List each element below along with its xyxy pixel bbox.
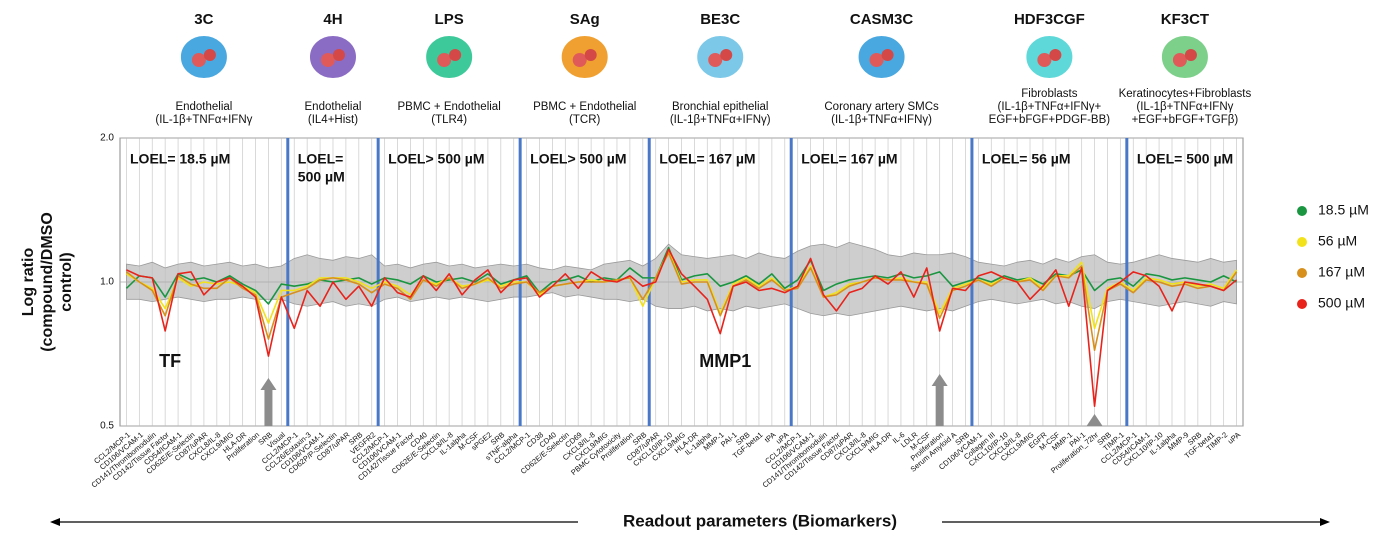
panel-description: (TCR) [569, 114, 600, 126]
icon-cell [1049, 49, 1061, 61]
panel-title: SAg [570, 11, 600, 28]
loel-label: LOEL= 18.5 µM [130, 151, 230, 167]
y-axis-label-line: Log ratio [20, 248, 37, 317]
icon-cell [708, 53, 722, 67]
legend-marker [1297, 237, 1307, 247]
icon-cell [1185, 49, 1197, 61]
panel-description: (TLR4) [431, 114, 467, 126]
y-axis-label-line: control) [58, 252, 75, 312]
icon-cell [192, 53, 206, 67]
loel-label: LOEL> 500 µM [530, 151, 626, 167]
loel-label: LOEL> 500 µM [388, 151, 484, 167]
loel-label: LOEL= 167 µM [659, 151, 755, 167]
pointer-arrow [936, 386, 944, 426]
arrow-head [1320, 518, 1330, 526]
panel-description: Keratinocytes+Fibroblasts [1119, 88, 1252, 100]
loel-label: LOEL= 167 µM [801, 151, 897, 167]
panel-title: KF3CT [1161, 11, 1209, 28]
panel-description: (IL-1β+TNFα+IFNγ [155, 114, 252, 126]
panel-description: PBMC + Endothelial [398, 101, 501, 113]
icon-cell [204, 49, 216, 61]
panel-description: (IL-1β+TNFα+IFNγ) [831, 114, 932, 126]
icon-cell [882, 49, 894, 61]
legend-marker [1297, 206, 1307, 216]
legend-marker [1297, 299, 1307, 309]
pointer-arrow [264, 390, 272, 426]
icon-cell [573, 53, 587, 67]
panel-description: EGF+bFGF+PDGF-BB) [989, 114, 1111, 126]
loel-label: LOEL= 500 µM [1137, 151, 1233, 167]
y-axis-label-line: (compound/DMSO [39, 212, 56, 352]
annotation: MMP1 [699, 351, 751, 371]
panel-title: HDF3CGF [1014, 11, 1085, 28]
panel-description: (IL-1β+TNFα+IFNγ [1136, 101, 1233, 113]
arrow-head [50, 518, 60, 526]
legend-marker [1297, 268, 1307, 278]
legend-label: 18.5 µM [1318, 202, 1369, 218]
legend-label: 167 µM [1318, 264, 1365, 280]
loel-label: LOEL= 56 µM [982, 151, 1071, 167]
panel-description: PBMC + Endothelial [533, 101, 636, 113]
legend-label: 56 µM [1318, 233, 1357, 249]
panel-title: 4H [323, 11, 342, 28]
legend-label: 500 µM [1318, 295, 1365, 311]
panel-description: Endothelial [305, 101, 362, 113]
y-tick-label: 2.0 [100, 133, 114, 144]
x-axis-label: Readout parameters (Biomarkers) [623, 511, 897, 530]
panel-title: 3C [194, 11, 213, 28]
panel-description: Endothelial [175, 101, 232, 113]
loel-label: LOEL= [298, 151, 344, 167]
panel-description: (IL-1β+TNFα+IFNγ+ [998, 101, 1102, 113]
panel-title: CASM3C [850, 11, 914, 28]
icon-cell [449, 49, 461, 61]
y-tick-label: 1.0 [100, 277, 114, 288]
panel-description: Coronary artery SMCs [824, 101, 939, 113]
panel-title: BE3C [700, 11, 740, 28]
panel-description: (IL4+Hist) [308, 114, 358, 126]
icon-cell [321, 53, 335, 67]
icon-cell [333, 49, 345, 61]
icon-cell [1037, 53, 1051, 67]
icon-cell [585, 49, 597, 61]
y-tick-label: 0.5 [100, 421, 114, 432]
icon-cell [720, 49, 732, 61]
annotation: TF [159, 351, 181, 371]
panel-title: LPS [435, 11, 464, 28]
panel-description: (IL-1β+TNFα+IFNγ) [670, 114, 771, 126]
icon-cell [1173, 53, 1187, 67]
icon-cell [870, 53, 884, 67]
x-tick-label: uPA [1226, 430, 1242, 446]
panel-description: Bronchial epithelial [672, 101, 769, 113]
icon-cell [437, 53, 451, 67]
panel-description: +EGF+bFGF+TGFβ) [1132, 114, 1239, 126]
panel-description: Fibroblasts [1021, 88, 1077, 100]
chart: Readout parameters (Biomarkers) 0.5 1.0 2.… [0, 0, 1383, 533]
loel-label: 500 µM [298, 169, 345, 185]
